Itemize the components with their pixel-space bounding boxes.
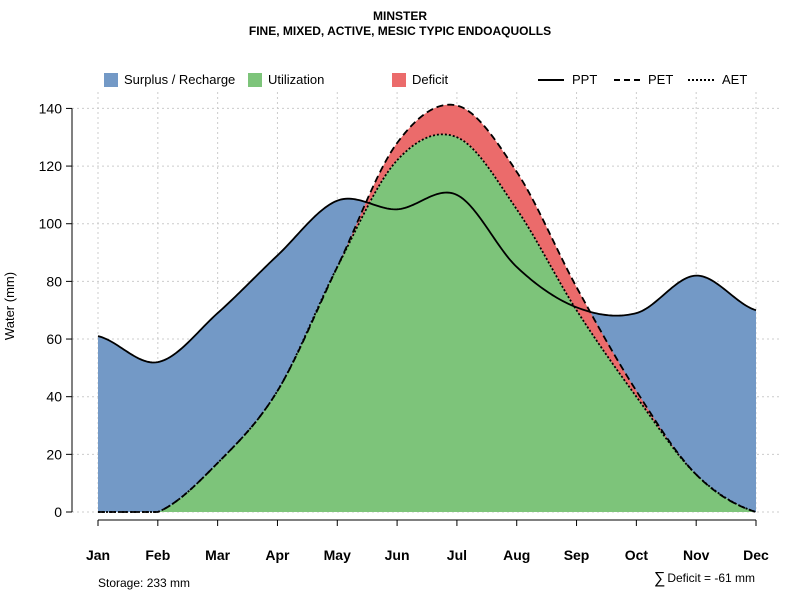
x-tick-label: May <box>324 547 351 563</box>
pet-line-key <box>614 78 640 81</box>
legend-pet: PET <box>614 72 673 87</box>
deficit-text: Deficit = -61 mm <box>667 571 755 585</box>
aet-line <box>98 133 757 513</box>
x-tick-label: Sep <box>564 547 590 563</box>
ppt-line <box>97 191 757 364</box>
y-tick-label: 100 <box>39 216 63 232</box>
y-axis-label: Water (mm) <box>2 272 17 340</box>
surplus-swatch <box>104 72 118 87</box>
x-tick-label: Nov <box>683 547 710 563</box>
legend-label-pet: PET <box>648 72 674 87</box>
area-fills <box>98 104 756 512</box>
legend-label-surplus: Surplus / Recharge <box>124 72 236 87</box>
y-tick-label: 120 <box>39 158 63 174</box>
axes: 0 20 40 60 80 100 120 140 Jan Feb Mar Apr May Jun Jul A… <box>39 100 769 563</box>
x-tick-label: Jun <box>385 547 410 563</box>
x-tick-label: Jan <box>86 547 110 563</box>
x-tick-label: Apr <box>265 547 290 563</box>
utilization-area <box>98 134 756 512</box>
storage-annotation: Storage: 233 mm <box>98 576 191 590</box>
pet-line <box>98 103 757 513</box>
x-tick-label: Oct <box>625 547 649 563</box>
legend-surplus: Surplus / Recharge <box>104 72 235 87</box>
chart-title: MINSTER <box>373 9 427 23</box>
y-tick-label: 0 <box>54 504 62 520</box>
legend-label-deficit: Deficit <box>412 72 449 87</box>
x-tick-label: Feb <box>145 547 170 563</box>
y-tick-label: 60 <box>46 331 62 347</box>
aet-line-key <box>688 78 714 81</box>
deficit-annotation: ∑ Deficit = -61 mm <box>654 570 755 588</box>
x-tick-label: Aug <box>503 547 530 563</box>
x-tick-label: Dec <box>743 547 769 563</box>
legend-label-utilization: Utilization <box>268 72 325 87</box>
legend-aet: AET <box>688 72 747 87</box>
y-tick-label: 40 <box>46 389 62 405</box>
utilization-swatch <box>248 72 262 87</box>
legend-label-aet: AET <box>722 72 748 87</box>
chart-subtitle: FINE, MIXED, ACTIVE, MESIC TYPIC ENDOAQU… <box>248 24 552 38</box>
legend-deficit: Deficit <box>392 72 448 87</box>
legend-label-ppt: PPT <box>572 72 598 87</box>
deficit-swatch <box>392 72 406 87</box>
sigma-symbol: ∑ <box>653 570 666 587</box>
y-tick-label: 140 <box>39 100 63 116</box>
legend-utilization: Utilization <box>248 72 324 87</box>
y-tick-label: 80 <box>46 273 62 289</box>
legend-ppt: PPT <box>538 72 597 87</box>
x-tick-label: Mar <box>205 547 230 563</box>
x-tick-label: Jul <box>447 547 467 563</box>
series-lines <box>97 103 757 513</box>
y-tick-label: 20 <box>46 446 62 462</box>
ppt-line-key <box>538 78 564 81</box>
